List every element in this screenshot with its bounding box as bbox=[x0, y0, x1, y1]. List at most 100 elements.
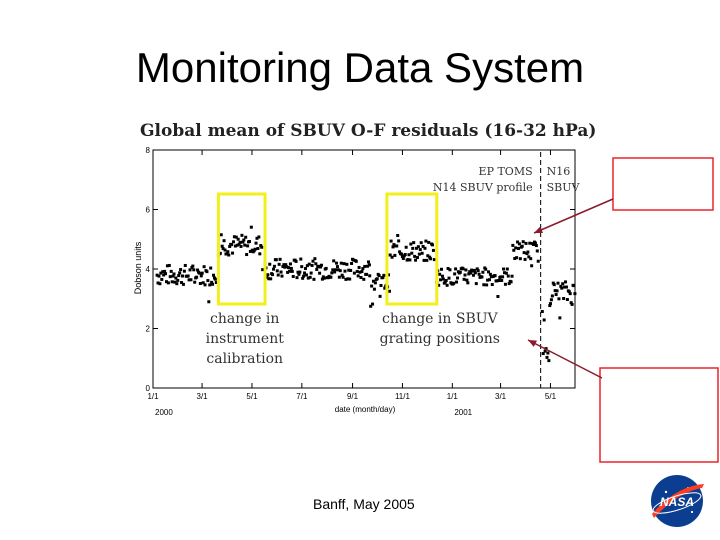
data-point bbox=[564, 285, 568, 289]
callout-arrow bbox=[533, 198, 614, 234]
data-point bbox=[412, 241, 416, 245]
data-point bbox=[448, 268, 452, 272]
data-point bbox=[197, 271, 201, 275]
data-point bbox=[439, 267, 443, 271]
y-tick-label: 8 bbox=[146, 146, 151, 155]
data-point bbox=[419, 241, 423, 245]
x-tick-label: 3/1 bbox=[495, 392, 507, 401]
data-point bbox=[267, 277, 271, 281]
data-point bbox=[155, 273, 159, 277]
data-point bbox=[247, 240, 251, 244]
data-point bbox=[341, 275, 345, 279]
data-point bbox=[453, 272, 457, 276]
data-point bbox=[387, 289, 391, 293]
data-point bbox=[567, 290, 571, 294]
data-point bbox=[550, 294, 554, 298]
data-point bbox=[408, 258, 412, 262]
data-point bbox=[475, 267, 479, 271]
data-point bbox=[397, 239, 401, 243]
data-point bbox=[266, 273, 270, 277]
data-point bbox=[467, 272, 471, 276]
data-point bbox=[303, 267, 307, 271]
data-point bbox=[346, 277, 350, 281]
data-point bbox=[396, 233, 400, 237]
data-point bbox=[403, 252, 407, 256]
data-point bbox=[208, 283, 212, 287]
data-point bbox=[164, 272, 168, 276]
data-point bbox=[188, 268, 192, 272]
data-point bbox=[561, 282, 565, 286]
data-point bbox=[372, 287, 376, 291]
data-point bbox=[203, 283, 207, 287]
data-point bbox=[367, 263, 371, 267]
data-point bbox=[305, 264, 309, 268]
data-point bbox=[284, 263, 288, 267]
x-tick-label: 3/1 bbox=[197, 392, 209, 401]
data-point bbox=[211, 282, 215, 286]
data-point bbox=[227, 253, 231, 257]
data-point bbox=[223, 248, 227, 252]
data-point bbox=[253, 247, 257, 251]
data-point bbox=[548, 302, 552, 306]
data-point bbox=[281, 265, 285, 269]
data-point bbox=[300, 265, 304, 269]
data-point bbox=[221, 247, 225, 251]
data-point bbox=[420, 251, 424, 255]
data-point bbox=[287, 266, 291, 270]
y-axis-label: Dobson units bbox=[133, 241, 143, 294]
data-point bbox=[230, 243, 234, 247]
data-point bbox=[400, 255, 404, 259]
data-point bbox=[432, 258, 436, 262]
data-point bbox=[371, 302, 375, 306]
data-point bbox=[210, 280, 214, 284]
data-point bbox=[484, 267, 488, 271]
data-point bbox=[573, 292, 577, 296]
data-point bbox=[488, 272, 492, 276]
data-point bbox=[482, 283, 486, 287]
data-point bbox=[349, 268, 353, 272]
data-point bbox=[237, 242, 241, 246]
data-point bbox=[528, 241, 532, 245]
data-point bbox=[541, 352, 545, 356]
data-point bbox=[176, 278, 180, 282]
data-point bbox=[283, 265, 287, 269]
data-point bbox=[193, 280, 197, 284]
data-point bbox=[461, 267, 465, 271]
data-point bbox=[168, 275, 172, 279]
data-point bbox=[472, 268, 476, 272]
data-point bbox=[156, 281, 160, 285]
data-point bbox=[514, 246, 518, 250]
data-point bbox=[191, 264, 195, 268]
data-point bbox=[182, 269, 186, 273]
data-point bbox=[504, 271, 508, 275]
data-point bbox=[324, 266, 328, 270]
data-point bbox=[352, 271, 356, 275]
data-point bbox=[490, 283, 494, 287]
data-point bbox=[200, 271, 204, 275]
data-point bbox=[503, 271, 507, 275]
data-point bbox=[533, 241, 537, 245]
x-tick-label: 1/1 bbox=[147, 392, 159, 401]
data-point bbox=[359, 276, 363, 280]
data-point bbox=[431, 248, 435, 252]
data-point bbox=[238, 240, 242, 244]
data-point bbox=[512, 248, 516, 252]
data-point bbox=[307, 262, 311, 266]
data-point bbox=[356, 274, 360, 278]
data-point bbox=[285, 265, 289, 269]
annotation-text: change in SBUV bbox=[382, 311, 499, 327]
data-point bbox=[500, 278, 504, 282]
data-point bbox=[527, 255, 531, 259]
footer-text: Banff, May 2005 bbox=[313, 496, 415, 512]
data-point bbox=[160, 277, 164, 281]
highlight-box bbox=[385, 192, 439, 306]
y-tick-label: 2 bbox=[146, 325, 151, 334]
data-point bbox=[295, 276, 299, 280]
data-point bbox=[568, 292, 572, 296]
data-point bbox=[425, 258, 429, 262]
data-point bbox=[552, 283, 556, 287]
data-point bbox=[207, 300, 211, 304]
data-point bbox=[206, 279, 210, 283]
data-point bbox=[495, 279, 499, 283]
data-point bbox=[252, 249, 256, 253]
